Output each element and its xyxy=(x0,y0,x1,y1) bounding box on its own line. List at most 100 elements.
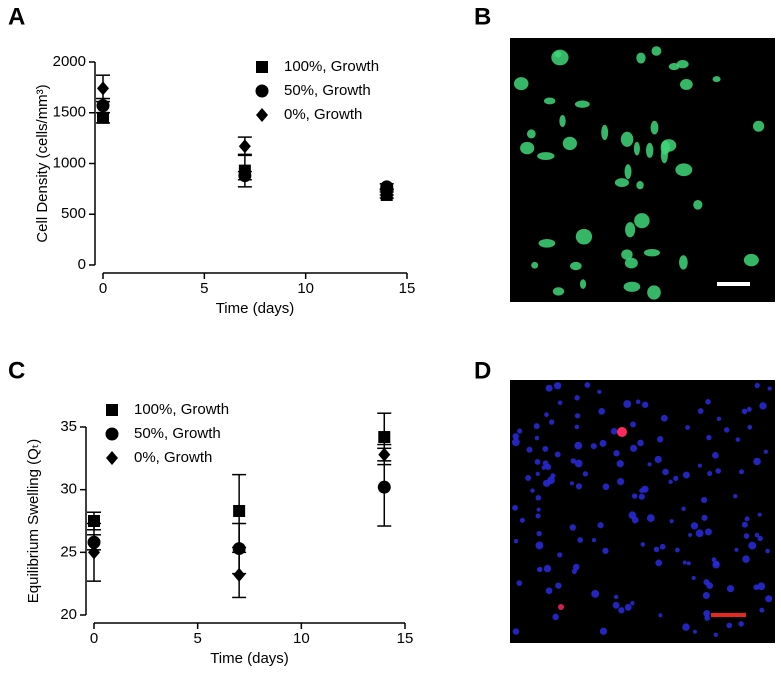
nucleus xyxy=(569,481,574,486)
nucleus xyxy=(659,543,666,550)
cell xyxy=(636,52,646,64)
cell xyxy=(679,255,688,270)
marker-square xyxy=(97,111,109,124)
cell xyxy=(554,51,562,58)
nucleus xyxy=(535,513,541,519)
x-tick-label: 5 xyxy=(200,280,208,297)
nucleus xyxy=(610,428,618,435)
nucleus xyxy=(735,437,741,442)
cell xyxy=(743,253,759,267)
nucleus xyxy=(660,414,668,422)
nucleus xyxy=(574,395,580,401)
nucleus xyxy=(535,471,540,477)
nucleus xyxy=(613,450,620,457)
nucleus xyxy=(618,607,625,614)
marker-circle xyxy=(238,169,252,183)
legend-label: 100%, Growth xyxy=(134,401,229,418)
cell xyxy=(620,131,634,147)
nucleus xyxy=(541,465,546,470)
nucleus xyxy=(754,382,760,389)
y-tick-label: 1500 xyxy=(53,104,86,121)
nucleus xyxy=(513,538,519,544)
cell xyxy=(601,124,609,141)
nucleus xyxy=(654,455,662,464)
nucleus xyxy=(641,401,649,408)
nucleus xyxy=(704,528,712,536)
nucleus xyxy=(631,516,639,524)
nucleus xyxy=(545,384,553,392)
nucleus xyxy=(668,479,673,485)
nucleus xyxy=(726,622,733,629)
nucleus xyxy=(763,449,768,454)
nucleus xyxy=(602,547,609,555)
nucleus xyxy=(535,541,544,550)
nucleus xyxy=(599,439,607,447)
nucleus xyxy=(738,621,744,627)
image-background xyxy=(510,38,775,302)
nucleus xyxy=(557,400,563,406)
nucleus xyxy=(746,406,752,412)
cell xyxy=(531,261,539,269)
marker-diamond xyxy=(97,81,109,96)
nucleus xyxy=(542,445,549,452)
nucleus xyxy=(536,507,541,512)
nucleus xyxy=(574,413,581,419)
nucleus xyxy=(757,512,762,517)
nucleus xyxy=(685,425,691,430)
cell xyxy=(712,76,721,83)
y-tick-label: 35 xyxy=(60,418,77,435)
nucleus xyxy=(715,468,722,474)
nucleus xyxy=(598,408,606,415)
nucleus xyxy=(682,560,687,565)
cell xyxy=(675,163,693,177)
legend-marker xyxy=(256,61,268,73)
nucleus xyxy=(697,408,704,414)
marker-diamond xyxy=(233,567,246,582)
nucleus xyxy=(757,535,763,542)
cell xyxy=(636,180,644,190)
panel-label: C xyxy=(8,357,25,384)
nucleus xyxy=(535,494,542,501)
nucleus xyxy=(533,423,540,430)
legend-label: 0%, Growth xyxy=(284,106,362,123)
nucleus xyxy=(695,529,704,538)
nucleus xyxy=(697,463,702,468)
y-tick-label: 20 xyxy=(60,606,77,623)
nucleus xyxy=(534,459,541,465)
nucleus xyxy=(682,623,690,631)
nucleus xyxy=(574,459,583,468)
nucleus xyxy=(553,382,562,390)
nucleus xyxy=(691,575,696,581)
nucleus xyxy=(631,493,638,499)
legend-label: 50%, Growth xyxy=(134,425,221,442)
nucleus xyxy=(716,416,722,422)
nucleus xyxy=(765,548,770,554)
cell xyxy=(526,129,536,139)
nucleus xyxy=(554,451,561,458)
nucleus xyxy=(623,400,632,408)
cell xyxy=(621,249,633,260)
nucleus xyxy=(647,462,652,467)
nucleus xyxy=(765,595,773,603)
marker-diamond xyxy=(378,447,391,462)
cell xyxy=(513,77,529,91)
nucleus xyxy=(705,399,711,405)
nucleus xyxy=(525,475,532,481)
nucleus xyxy=(602,483,610,491)
nucleus xyxy=(703,609,711,617)
nucleus xyxy=(577,537,584,543)
marker-diamond xyxy=(238,139,251,154)
nucleus xyxy=(612,601,620,609)
nucleus xyxy=(707,470,713,477)
nucleus xyxy=(741,521,748,528)
dead-cell xyxy=(617,427,627,437)
legend-marker xyxy=(105,427,119,441)
cell xyxy=(647,285,661,300)
y-tick-label: 2000 xyxy=(53,53,86,70)
nucleus xyxy=(724,427,730,433)
nucleus xyxy=(613,594,619,600)
cell xyxy=(579,279,587,289)
legend-marker xyxy=(106,451,118,465)
cell xyxy=(559,115,566,128)
nucleus xyxy=(549,419,555,425)
